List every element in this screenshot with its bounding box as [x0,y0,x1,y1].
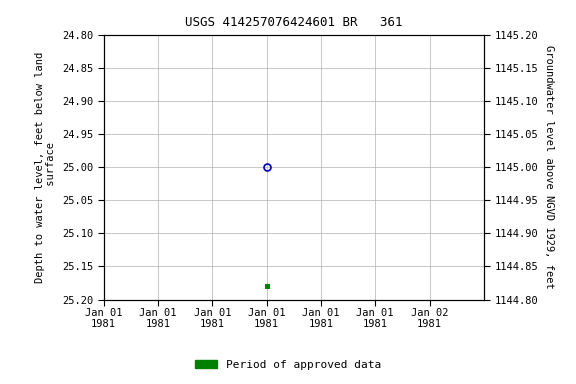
Title: USGS 414257076424601 BR   361: USGS 414257076424601 BR 361 [185,16,403,29]
Y-axis label: Depth to water level, feet below land
 surface: Depth to water level, feet below land su… [35,51,56,283]
Y-axis label: Groundwater level above NGVD 1929, feet: Groundwater level above NGVD 1929, feet [544,45,554,289]
Legend: Period of approved data: Period of approved data [191,356,385,375]
